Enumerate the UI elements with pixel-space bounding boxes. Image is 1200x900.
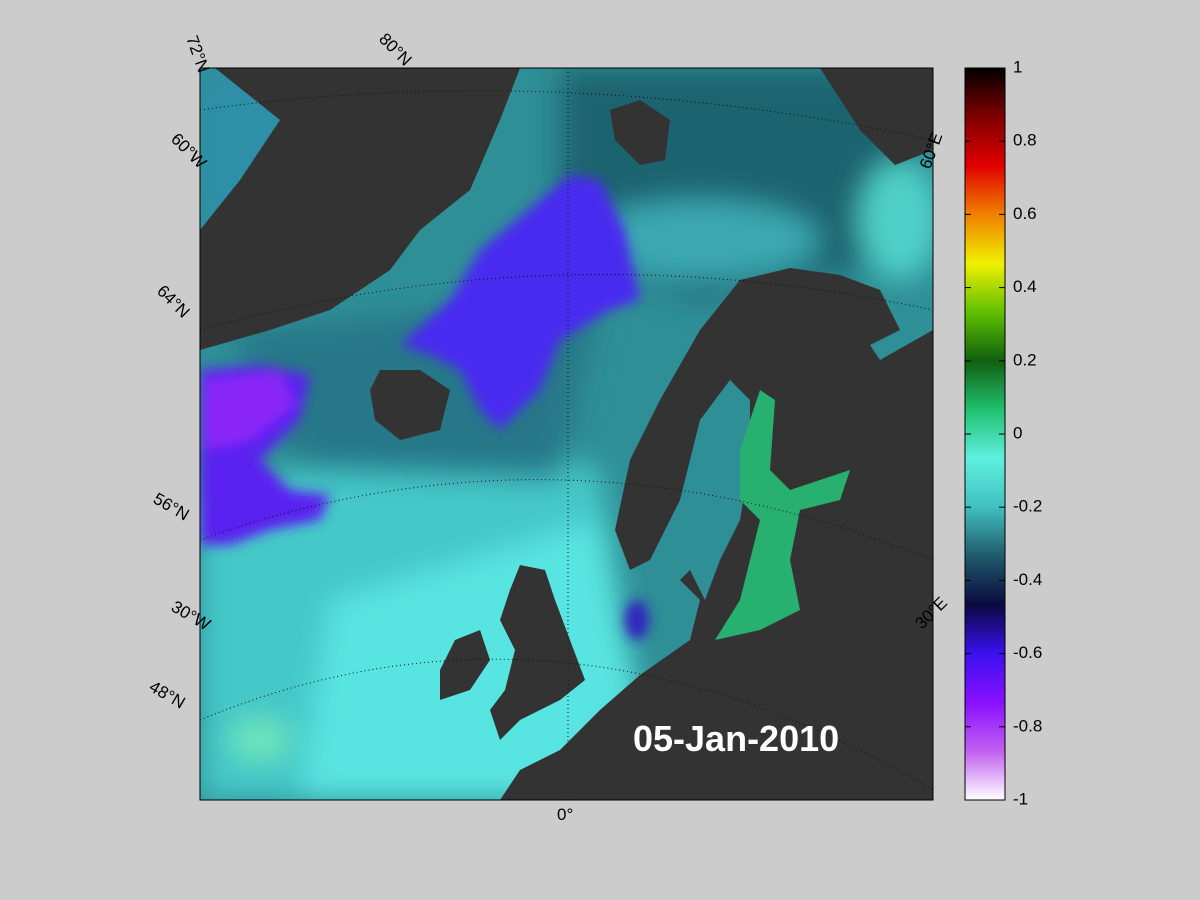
- tick-label: 0.8: [1013, 131, 1037, 150]
- tick-label: -1: [1013, 789, 1028, 808]
- map-frame: [199, 67, 934, 801]
- baltic-sea: [715, 390, 850, 640]
- graticule: [200, 68, 933, 800]
- colorbar-ticks: 1 0.8 0.6 0.4 0.2 0 -0.2 -0.4 -0.6 -0.8 -1: [965, 57, 1042, 808]
- land: [200, 68, 933, 800]
- map-area: 05-Jan-2010: [200, 68, 933, 800]
- graticule-label: 48°N: [146, 677, 188, 712]
- anomaly-blobs: [200, 175, 649, 640]
- tick-label: -0.4: [1013, 570, 1042, 589]
- tick-label: 0.6: [1013, 204, 1037, 223]
- graticule-label: 72°N: [182, 33, 213, 75]
- tick-label: 1: [1013, 57, 1022, 76]
- tick-label: -0.6: [1013, 643, 1042, 662]
- graticule-label: 56°N: [150, 489, 192, 524]
- tick-label: 0: [1013, 423, 1022, 442]
- graticule-label: 80°N: [375, 29, 415, 69]
- colorbar: [964, 67, 1006, 801]
- graticule-label: 0°: [557, 805, 573, 824]
- tick-label: -0.2: [1013, 497, 1042, 516]
- graticule-label: 64°N: [153, 281, 193, 321]
- tick-label: 0.2: [1013, 350, 1037, 369]
- date-label: 05-Jan-2010: [633, 718, 839, 759]
- tick-label: -0.8: [1013, 716, 1042, 735]
- tick-label: 0.4: [1013, 277, 1037, 296]
